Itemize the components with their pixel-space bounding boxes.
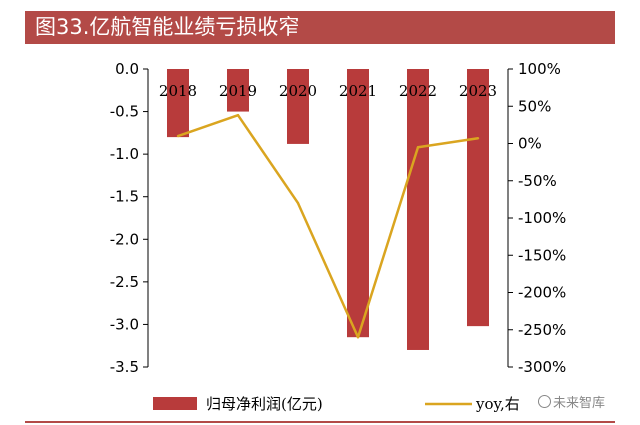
footer-divider: [25, 421, 615, 423]
left-tick-label: -1.5: [110, 188, 139, 206]
right-tick-label: -200%: [518, 284, 566, 302]
right-tick-label: -50%: [518, 172, 557, 190]
yoy-point-2021: [356, 336, 360, 339]
category-label-2022: 2022: [399, 82, 437, 100]
left-tick-label: -3.0: [110, 315, 139, 333]
category-label-2018: 2018: [159, 82, 197, 100]
left-tick-label: -3.5: [110, 358, 139, 376]
yoy-point-2018: [176, 134, 180, 138]
left-tick-label: -0.5: [110, 103, 139, 121]
bar-2019: [227, 69, 249, 112]
left-tick-label: -1.0: [110, 145, 139, 163]
category-label-2020: 2020: [279, 82, 317, 100]
yoy-point-2023: [476, 137, 480, 140]
bar-2022: [407, 69, 429, 350]
category-label-2023: 2023: [459, 82, 497, 100]
yoy-line: [177, 113, 479, 339]
right-tick-label: -150%: [518, 246, 566, 264]
yoy-point-2020: [296, 201, 300, 205]
left-tick-label: -2.5: [110, 273, 139, 291]
right-tick-label: 0%: [518, 135, 542, 153]
title-bar: 图33.亿航智能业绩亏损收窄: [25, 11, 615, 44]
bar-2018: [167, 69, 189, 138]
legend-line-label: yoy,右: [475, 395, 520, 413]
yoy-point-2022: [416, 146, 420, 149]
right-tick-label: -250%: [518, 321, 566, 339]
legend-bar-label: 归母净利润(亿元): [206, 395, 323, 413]
legend-bar-swatch: [153, 397, 197, 410]
right-tick-label: -300%: [518, 358, 566, 376]
right-tick-label: 50%: [518, 97, 551, 115]
watermark-text: 未来智库: [553, 396, 606, 411]
right-tick-label: -100%: [518, 209, 566, 227]
bar-2020: [287, 69, 309, 144]
page-title: 图33.亿航智能业绩亏损收窄: [35, 15, 300, 39]
bar-2023: [467, 69, 489, 327]
right-tick-label: 100%: [518, 60, 561, 78]
category-label-2021: 2021: [339, 82, 377, 100]
yoy-point-2019: [236, 113, 240, 117]
watermark-icon: [538, 395, 551, 408]
bar-2021: [347, 69, 369, 338]
watermark: 未来智库: [538, 392, 605, 411]
category-label-2019: 2019: [219, 82, 257, 100]
left-tick-label: 0.0: [115, 60, 139, 78]
left-tick-label: -2.0: [110, 230, 139, 248]
